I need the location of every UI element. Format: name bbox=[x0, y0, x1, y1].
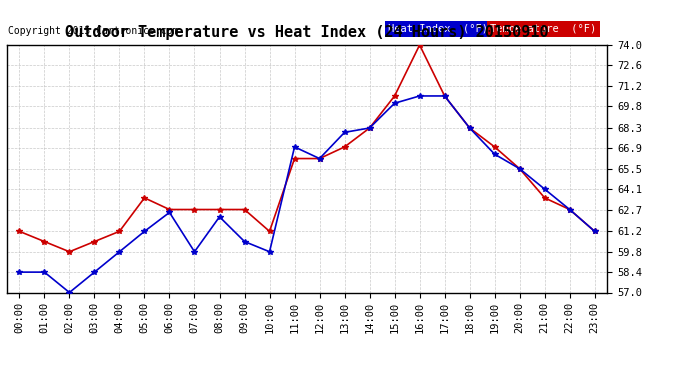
Text: Heat Index  (°F): Heat Index (°F) bbox=[388, 24, 488, 34]
Title: Outdoor Temperature vs Heat Index (24 Hours) 20150910: Outdoor Temperature vs Heat Index (24 Ho… bbox=[66, 25, 549, 40]
Text: Copyright 2015 Cartronics.com: Copyright 2015 Cartronics.com bbox=[8, 26, 179, 36]
Text: Temperature  (°F): Temperature (°F) bbox=[490, 24, 596, 34]
